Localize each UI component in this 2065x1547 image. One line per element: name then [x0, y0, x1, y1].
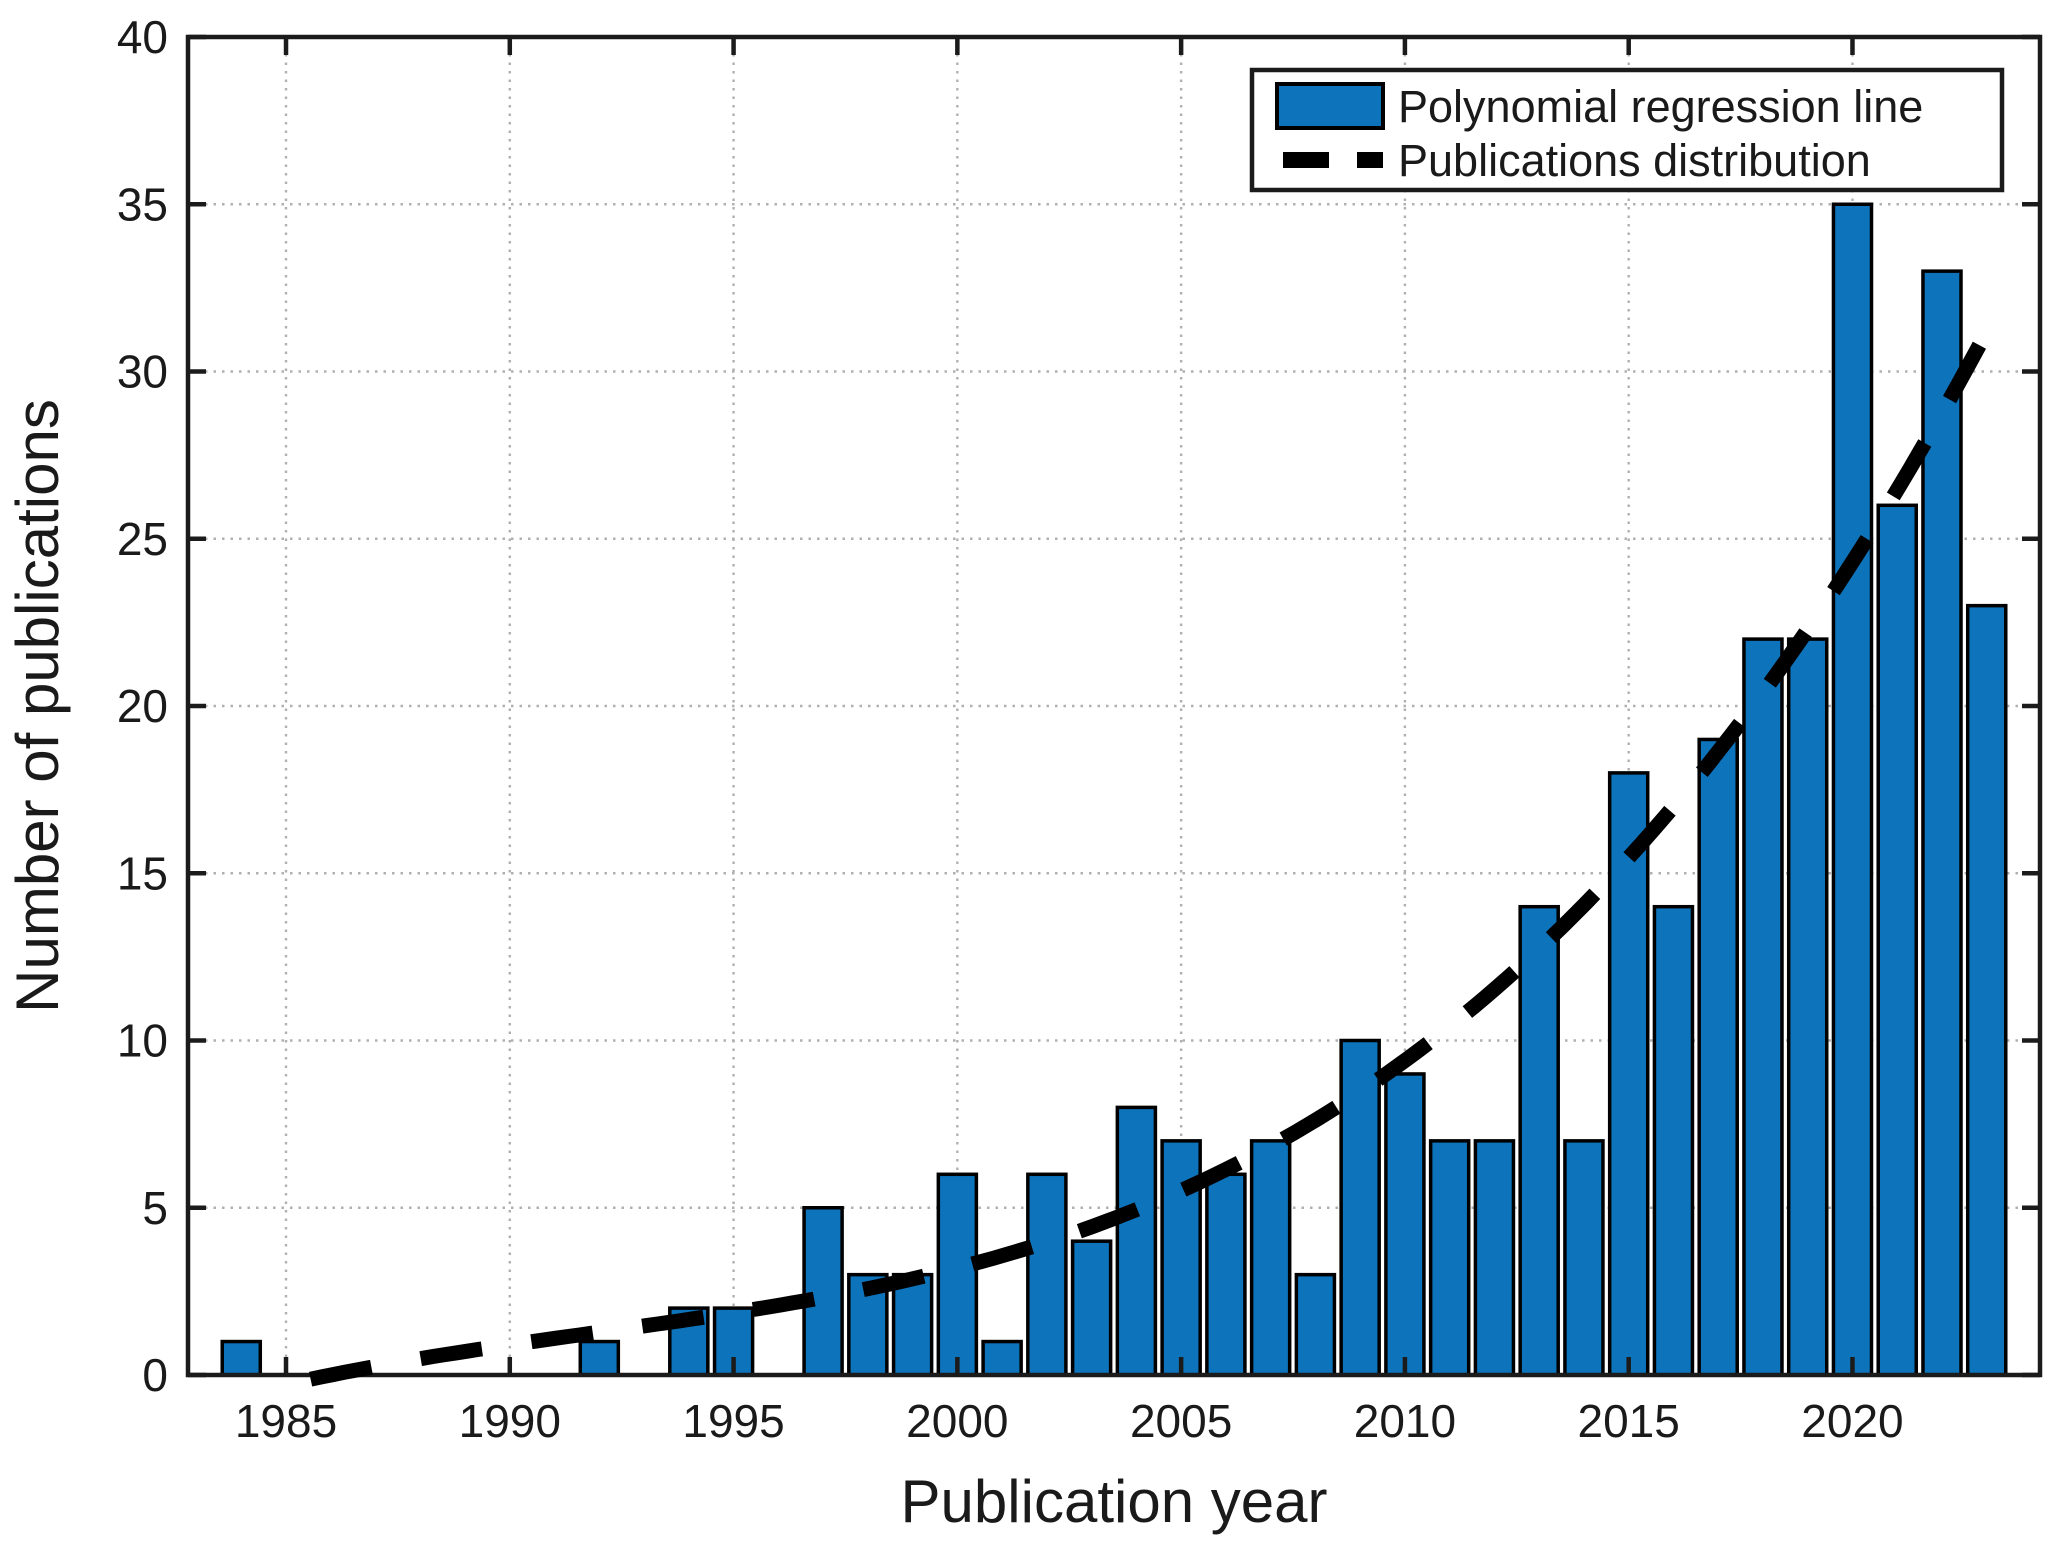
- y-tick-label-0: 0: [142, 1349, 168, 1401]
- y-tick-label-25: 25: [117, 513, 168, 565]
- bar-2017: [1697, 737, 1739, 1377]
- x-tick-label-2020: 2020: [1801, 1395, 1903, 1447]
- axes-layer: [185, 34, 2043, 1378]
- x-tick-label-2015: 2015: [1578, 1395, 1680, 1447]
- x-tick-label-1985: 1985: [235, 1395, 337, 1447]
- x-tick-label-2010: 2010: [1354, 1395, 1456, 1447]
- bar-2012: [1473, 1139, 1516, 1377]
- y-tick-label-5: 5: [142, 1182, 168, 1234]
- regression-dashed-curve: [309, 323, 1996, 1387]
- bar-1999: [891, 1272, 934, 1377]
- bar-2020: [1831, 202, 1874, 1377]
- tick-labels-layer: 1985 1990 1995 2000 2005 2010 2015 2020 0 5 10 15 20…: [117, 11, 1904, 1447]
- y-axis-title: Number of publications: [4, 399, 71, 1013]
- legend-label-dashed-series: Publications distribution: [1398, 135, 1871, 186]
- bar-2005: [1160, 1139, 1202, 1377]
- bar-2013: [1518, 904, 1560, 1377]
- x-tick-label-2005: 2005: [1130, 1395, 1232, 1447]
- bar-2018: [1742, 637, 1784, 1377]
- bar-2008: [1294, 1272, 1337, 1377]
- bar-2006: [1205, 1172, 1247, 1377]
- bars-layer: [220, 202, 2008, 1377]
- bar-2009: [1339, 1038, 1381, 1377]
- bar-2021: [1876, 503, 1918, 1377]
- bar-1992: [578, 1339, 621, 1377]
- bar-2000: [936, 1172, 979, 1377]
- bar-2023: [1965, 603, 2008, 1377]
- x-tick-label-2000: 2000: [906, 1395, 1008, 1447]
- legend-label-bar-series: Polynomial regression line: [1398, 81, 1923, 132]
- bar-2002: [1026, 1172, 1068, 1377]
- x-axis-title: Publication year: [901, 1468, 1328, 1535]
- bar-2022: [1921, 269, 1963, 1377]
- bar-2015: [1607, 771, 1650, 1377]
- y-tick-label-40: 40: [117, 11, 168, 63]
- bar-2003: [1070, 1239, 1113, 1377]
- y-tick-label-35: 35: [117, 178, 168, 230]
- bar-2019: [1786, 637, 1829, 1377]
- x-tick-label-1995: 1995: [682, 1395, 784, 1447]
- bar-2004: [1115, 1105, 1158, 1377]
- y-tick-label-15: 15: [117, 847, 168, 899]
- y-tick-label-20: 20: [117, 680, 168, 732]
- bar-2014: [1563, 1139, 1605, 1377]
- legend-bar-swatch: [1275, 82, 1385, 130]
- y-tick-label-30: 30: [117, 346, 168, 398]
- bar-2011: [1428, 1139, 1471, 1377]
- y-tick-label-10: 10: [117, 1015, 168, 1067]
- legend-dashed-line-swatch: [1283, 152, 1383, 168]
- bar-2010: [1384, 1072, 1426, 1377]
- legend: Polynomial regression line Publications …: [1249, 67, 2005, 193]
- bar-1997: [802, 1206, 844, 1377]
- bar-1984: [220, 1339, 263, 1377]
- x-tick-label-1990: 1990: [459, 1395, 561, 1447]
- bar-2016: [1652, 904, 1695, 1377]
- bar-2007: [1249, 1139, 1292, 1377]
- bar-2001: [981, 1339, 1023, 1377]
